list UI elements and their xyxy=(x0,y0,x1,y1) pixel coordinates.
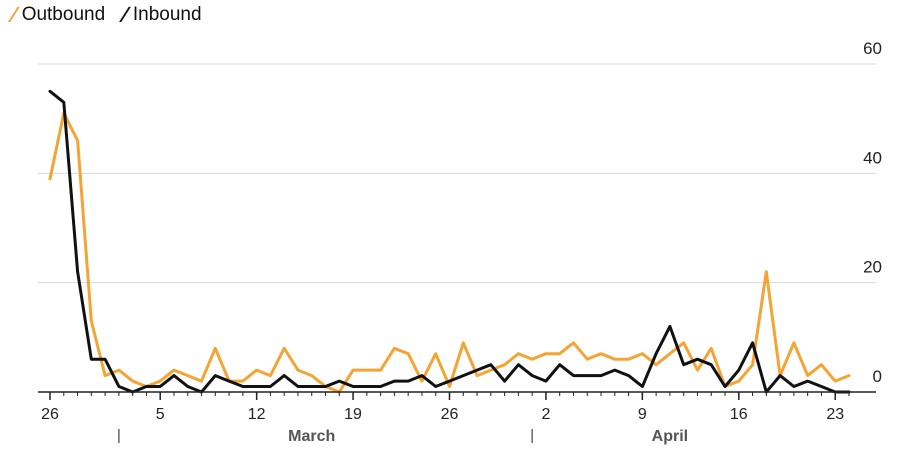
series-line-outbound xyxy=(48,111,851,394)
y-tick-label: 0 xyxy=(873,367,882,386)
outbound-swatch-icon: ∕ xyxy=(12,2,16,27)
x-tick-label: 12 xyxy=(248,406,266,423)
x-tick-label: 5 xyxy=(156,406,165,423)
inbound-swatch-icon: ∕ xyxy=(123,2,127,27)
y-tick-label: 40 xyxy=(863,148,882,167)
grid-lines xyxy=(38,63,876,284)
legend: ∕ Outbound ∕ Inbound xyxy=(12,4,202,26)
x-tick-label: 9 xyxy=(638,406,647,423)
x-tick-label: 23 xyxy=(826,406,844,423)
series-lines xyxy=(48,89,851,394)
legend-label-outbound: Outbound xyxy=(21,4,106,25)
y-tick-label: 20 xyxy=(863,258,882,277)
x-axis: 26 5 12 19 26 2 9 16 23 March April xyxy=(38,391,876,445)
x-tick-label: 26 xyxy=(441,406,459,423)
x-tick-label: 2 xyxy=(541,406,550,423)
month-label: April xyxy=(652,428,688,445)
x-tick-label: 19 xyxy=(344,406,362,423)
series-line-inbound xyxy=(48,89,851,394)
legend-item-outbound: ∕ Outbound xyxy=(12,4,105,26)
legend-label-inbound: Inbound xyxy=(132,4,202,25)
x-tick-label: 16 xyxy=(730,406,748,423)
x-tick-label: 26 xyxy=(41,406,59,423)
month-label: March xyxy=(288,428,335,445)
legend-item-inbound: ∕ Inbound xyxy=(123,4,201,26)
y-axis: 0 20 40 60 xyxy=(863,39,882,386)
y-tick-label: 60 xyxy=(863,39,882,58)
